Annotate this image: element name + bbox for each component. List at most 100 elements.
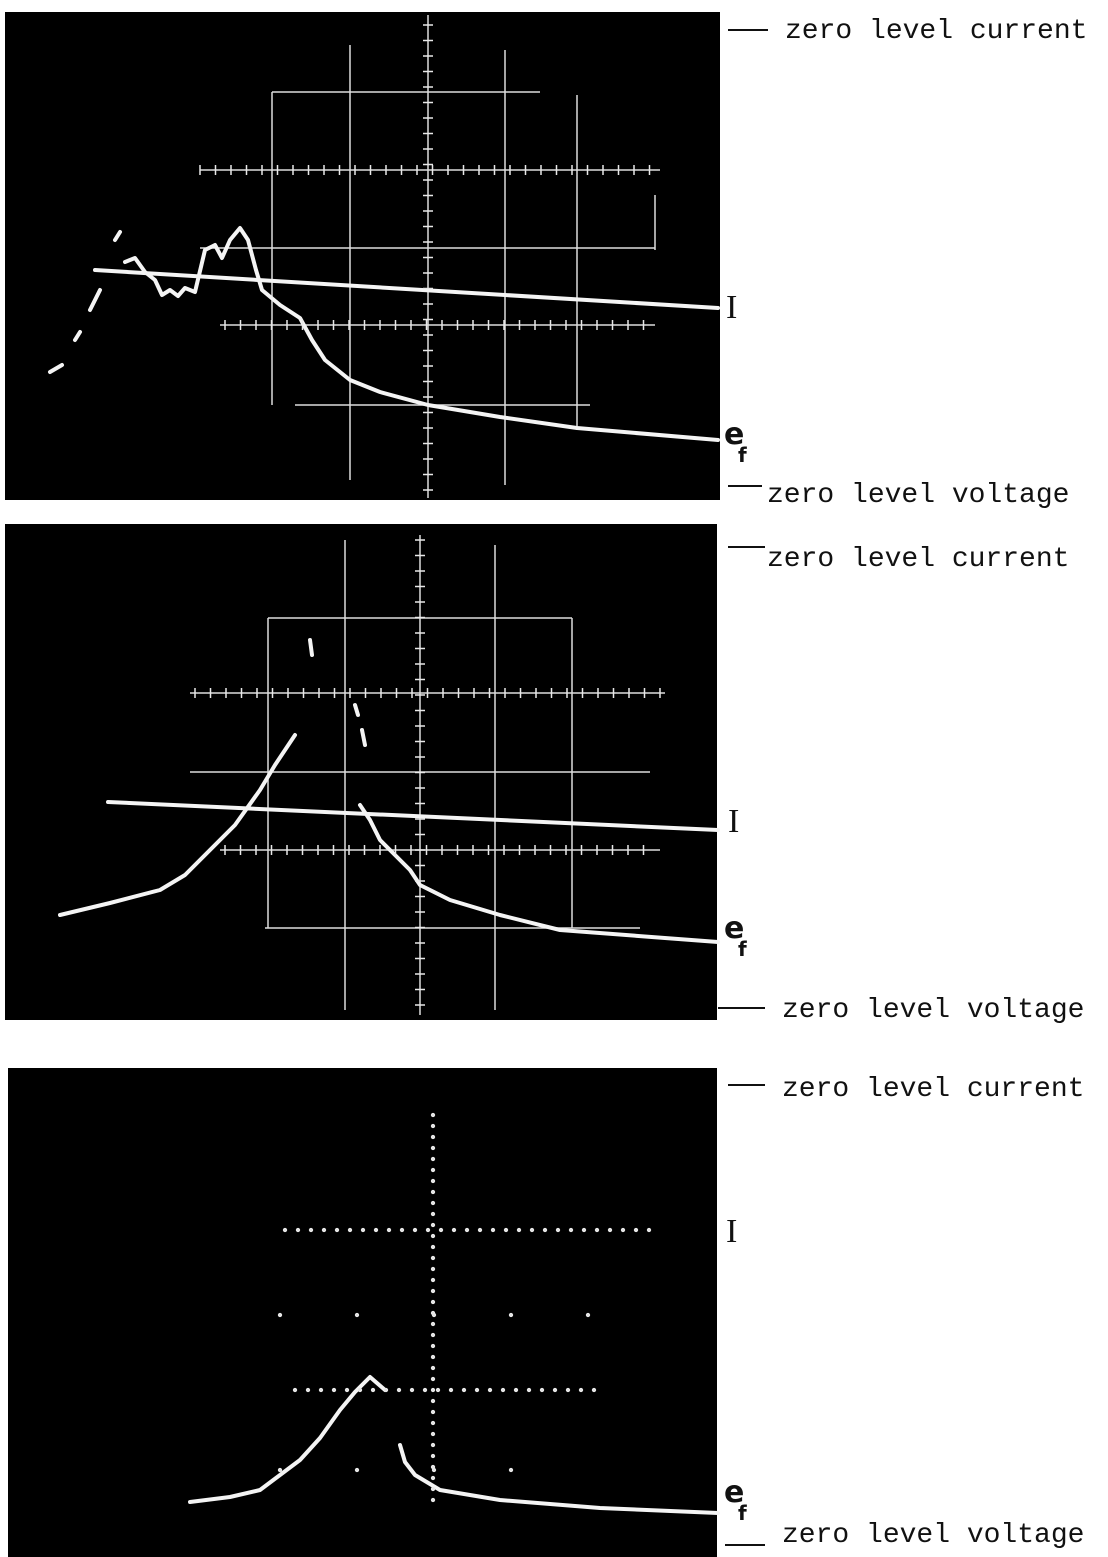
dot	[453, 1229, 456, 1232]
dot	[567, 1389, 570, 1392]
dot	[310, 1229, 313, 1232]
dot	[432, 1378, 435, 1381]
dot	[432, 1136, 435, 1139]
dot	[432, 1356, 435, 1359]
dot	[554, 1389, 557, 1392]
zero-voltage-label: zero level voltage	[782, 995, 1084, 1026]
dot	[432, 1147, 435, 1150]
dot	[432, 1367, 435, 1370]
current-label: I	[726, 289, 737, 326]
dot	[466, 1229, 469, 1232]
dot	[489, 1389, 492, 1392]
dot	[648, 1229, 651, 1232]
dot	[541, 1389, 544, 1392]
dot	[432, 1334, 435, 1337]
dot	[432, 1389, 435, 1392]
dot	[528, 1389, 531, 1392]
dot	[510, 1314, 513, 1317]
dot	[580, 1389, 583, 1392]
voltage-subscript: f	[738, 937, 747, 961]
dot	[432, 1477, 435, 1480]
dot	[432, 1202, 435, 1205]
dot	[557, 1229, 560, 1232]
zero-current-label: zero level current	[782, 1074, 1084, 1105]
dot	[359, 1389, 362, 1392]
dot	[502, 1389, 505, 1392]
dot	[398, 1389, 401, 1392]
dot	[432, 1268, 435, 1271]
dot	[622, 1229, 625, 1232]
dot	[432, 1279, 435, 1282]
dot	[432, 1301, 435, 1304]
dot	[492, 1229, 495, 1232]
dot	[297, 1229, 300, 1232]
dot	[424, 1389, 427, 1392]
dot	[609, 1229, 612, 1232]
zero-voltage-label: zero level voltage	[782, 1520, 1084, 1551]
dot	[432, 1444, 435, 1447]
dot	[333, 1389, 336, 1392]
dot	[635, 1229, 638, 1232]
dot	[346, 1389, 349, 1392]
dot	[433, 1314, 436, 1317]
dot	[372, 1389, 375, 1392]
dot	[432, 1235, 435, 1238]
dot	[432, 1114, 435, 1117]
voltage-subscript: f	[738, 1501, 747, 1525]
dot	[284, 1229, 287, 1232]
dot	[401, 1229, 404, 1232]
dot	[432, 1224, 435, 1227]
scope-panel: zero level current I e f zero level volt…	[5, 524, 1084, 1026]
dot	[323, 1229, 326, 1232]
dot	[432, 1422, 435, 1425]
screen	[5, 12, 720, 500]
dot	[433, 1469, 436, 1472]
dot	[432, 1191, 435, 1194]
dot	[432, 1433, 435, 1436]
dot	[320, 1389, 323, 1392]
dot	[432, 1290, 435, 1293]
dot	[432, 1499, 435, 1502]
current-label: I	[726, 1213, 737, 1250]
scope-panel: zero level current I e f zero level volt…	[5, 12, 1087, 511]
dot	[414, 1229, 417, 1232]
dot	[531, 1229, 534, 1232]
dot	[432, 1345, 435, 1348]
zero-current-label: zero level current	[767, 544, 1069, 575]
dot	[432, 1125, 435, 1128]
dot	[479, 1229, 482, 1232]
dot	[432, 1169, 435, 1172]
dot	[518, 1229, 521, 1232]
dot	[349, 1229, 352, 1232]
dot	[432, 1411, 435, 1414]
dot	[544, 1229, 547, 1232]
dot	[294, 1389, 297, 1392]
dot	[307, 1389, 310, 1392]
zero-current-label: zero level current	[785, 16, 1087, 47]
dot	[593, 1389, 596, 1392]
dot	[476, 1389, 479, 1392]
dot	[388, 1229, 391, 1232]
dot	[432, 1180, 435, 1183]
dot	[432, 1455, 435, 1458]
dot	[450, 1389, 453, 1392]
dot	[432, 1213, 435, 1216]
dot	[596, 1229, 599, 1232]
dot	[505, 1229, 508, 1232]
dot	[336, 1229, 339, 1232]
dot	[437, 1389, 440, 1392]
dot	[463, 1389, 466, 1392]
dot	[432, 1323, 435, 1326]
dot	[375, 1229, 378, 1232]
dot	[362, 1229, 365, 1232]
dot	[356, 1469, 359, 1472]
scope-panel: zero level current I e f zero level volt…	[8, 1068, 1084, 1557]
dot	[279, 1314, 282, 1317]
dot	[515, 1389, 518, 1392]
dot	[385, 1389, 388, 1392]
dot	[587, 1314, 590, 1317]
dot	[440, 1229, 443, 1232]
dot	[432, 1257, 435, 1260]
dot	[570, 1229, 573, 1232]
dot	[432, 1158, 435, 1161]
